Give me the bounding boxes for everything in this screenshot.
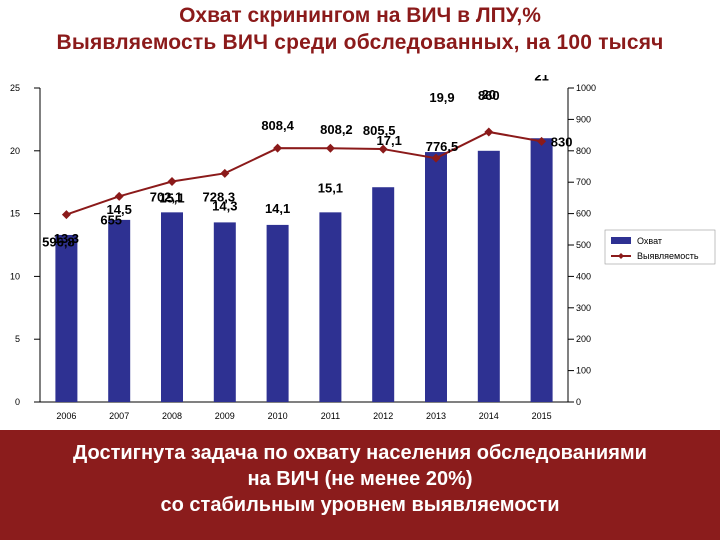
bar-okhvat-2006 — [55, 234, 78, 402]
line-data-label: 655 — [100, 212, 122, 227]
bar-okhvat-2009 — [213, 222, 236, 402]
x-tick-label: 2013 — [426, 411, 446, 421]
conclusion-line-1: Достигнута задача по охвату населения об… — [73, 442, 647, 464]
y-right-tick-label: 1000 — [576, 83, 596, 93]
line-marker-2013 — [431, 153, 441, 163]
bar-data-label: 13,3 — [54, 231, 79, 246]
y-right-tick-label: 700 — [576, 177, 591, 187]
line-data-label: 830 — [551, 134, 573, 149]
y-right-tick-label: 300 — [576, 303, 591, 313]
bar-data-label: 15,1 — [159, 190, 184, 205]
line-data-label: 808,4 — [261, 118, 294, 133]
line-marker-2008 — [167, 177, 177, 187]
x-tick-label: 2008 — [162, 411, 182, 421]
y-right-tick-label: 100 — [576, 366, 591, 376]
legend-swatch-okhvat — [611, 237, 631, 244]
y-right-tick-label: 400 — [576, 271, 591, 281]
line-marker-2015 — [537, 136, 547, 146]
x-tick-label: 2012 — [373, 411, 393, 421]
y-right-tick-label: 600 — [576, 209, 591, 219]
y-left-tick-label: 20 — [10, 146, 20, 156]
y-right-tick-label: 200 — [576, 334, 591, 344]
bar-data-label: 14,3 — [212, 198, 237, 213]
bar-okhvat-2008 — [161, 212, 183, 402]
y-left-tick-label: 5 — [15, 334, 20, 344]
chart-title: Охват скринингом на ВИЧ в ЛПУ,% — [179, 4, 541, 27]
y-right-tick-label: 900 — [576, 114, 591, 124]
y-left-tick-label: 25 — [10, 83, 20, 93]
conclusion-line-2: на ВИЧ (не менее 20%) — [247, 468, 473, 490]
line-data-label: 808,2 — [320, 122, 353, 137]
y-left-tick-label: 0 — [15, 397, 20, 407]
bar-okhvat-2010 — [266, 224, 289, 402]
legend-marker-icon — [618, 253, 624, 259]
title-block: Охват скринингом на ВИЧ в ЛПУ,% Выявляем… — [0, 2, 720, 56]
bar-data-label: 17,1 — [377, 133, 402, 148]
line-marker-2007 — [114, 191, 124, 201]
line-vyyavlyaemost — [66, 130, 542, 216]
bar-okhvat-2011 — [319, 212, 342, 402]
line-data-label: 728,3 — [203, 189, 236, 204]
conclusion-box: Достигнута задача по охвату населения об… — [0, 430, 720, 540]
bar-data-label: 14,1 — [265, 201, 290, 216]
line-marker-2006 — [61, 210, 71, 220]
bar-data-label: 14,5 — [107, 202, 132, 217]
x-tick-label: 2006 — [56, 411, 76, 421]
x-tick-label: 2009 — [215, 411, 235, 421]
x-tick-label: 2011 — [321, 411, 340, 421]
y-right-tick-label: 500 — [576, 240, 591, 250]
line-marker-2011 — [325, 143, 335, 153]
bar-data-label: 20 — [482, 87, 496, 102]
x-tick-label: 2015 — [532, 411, 552, 421]
legend-label-okhvat: Охват — [637, 236, 662, 246]
y-left-tick-label: 10 — [10, 271, 20, 281]
line-data-label: 860 — [478, 88, 500, 103]
line-data-label: 596,8 — [42, 235, 75, 250]
y-right-tick-label: 0 — [576, 397, 581, 407]
line-data-label: 805,5 — [363, 123, 396, 138]
legend-label-vyyavlyaemost: Выявляемость — [637, 251, 699, 261]
line-marker-2012 — [378, 144, 388, 154]
x-tick-label: 2014 — [479, 411, 499, 421]
combo-chart: 0 5 10 15 20 25 0 100 200 300 400 500 600 700 800 900 10… — [10, 68, 716, 421]
line-marker-2009 — [220, 168, 230, 178]
line-data-label: 702,1 — [150, 190, 183, 205]
y-left-tick-label: 15 — [10, 209, 20, 219]
bar-okhvat-2012 — [372, 187, 395, 402]
line-marker-2010 — [273, 143, 283, 153]
bar-okhvat-2013 — [425, 152, 447, 402]
chart-area: 0 5 10 15 20 25 0 100 200 300 400 500 600 700 800 900 10… — [0, 68, 720, 430]
legend-box — [604, 229, 716, 265]
line-data-label: 776,5 — [426, 139, 459, 154]
bar-data-label: 19,9 — [429, 90, 454, 105]
chart-subtitle: Выявляемость ВИЧ среди обследованных, на… — [56, 31, 664, 54]
bar-okhvat-2014 — [477, 150, 500, 402]
bar-data-label: 21 — [534, 75, 548, 83]
x-tick-label: 2007 — [109, 411, 129, 421]
conclusion-line-3: со стабильным уровнем выявляемости — [160, 494, 560, 516]
x-tick-label: 2010 — [268, 411, 288, 421]
line-marker-2014 — [484, 127, 494, 137]
bar-okhvat-2015 — [530, 138, 553, 403]
y-right-tick-label: 800 — [576, 146, 591, 156]
bar-data-label: 15,1 — [318, 180, 343, 195]
bar-okhvat-2007 — [108, 219, 131, 402]
